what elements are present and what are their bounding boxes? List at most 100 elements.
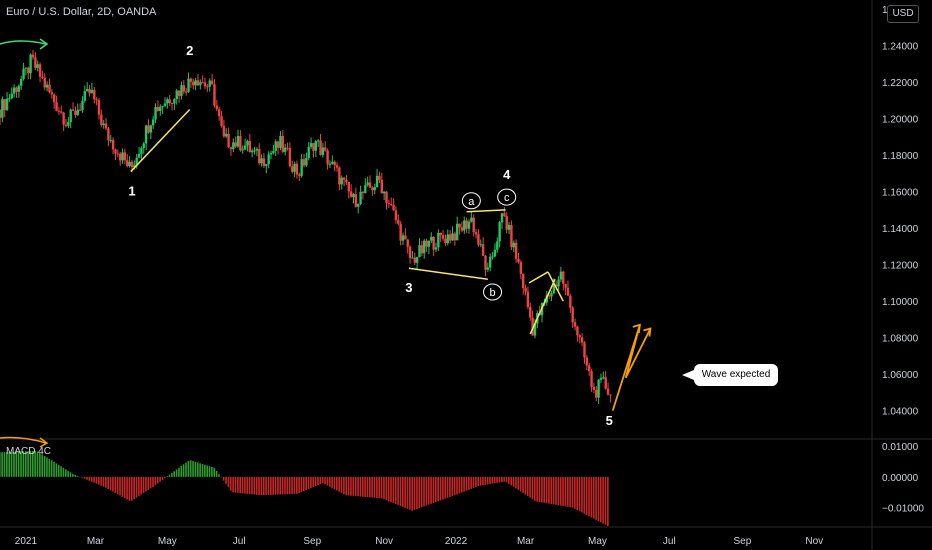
candle-body (184, 91, 188, 93)
candle-body (156, 106, 160, 112)
candle-body (604, 377, 607, 389)
trendline (466, 209, 506, 213)
candle-body (265, 164, 268, 166)
macd-bar (425, 476, 428, 506)
macd-bar (239, 476, 241, 494)
macd-bar (213, 467, 216, 477)
macd-bar (46, 457, 48, 477)
macd-bar (128, 476, 131, 501)
candle-body (583, 342, 586, 358)
macd-bar (467, 476, 470, 490)
macd-bar (420, 476, 423, 508)
macd-bar (449, 476, 451, 497)
macd-bar (253, 476, 256, 495)
macd-bar (126, 476, 128, 500)
macd-bar (359, 476, 362, 497)
candle-body (123, 152, 127, 161)
candle-body (55, 102, 58, 111)
candle-body (295, 163, 299, 175)
macd-bar (232, 476, 234, 493)
candle-body (269, 153, 273, 155)
time-tick-label: May (588, 536, 607, 547)
candle-body (279, 136, 282, 148)
macd-bar (107, 476, 110, 489)
macd-bar (15, 451, 18, 477)
candle-body (371, 187, 374, 191)
candle-body (142, 143, 145, 149)
candle-body (347, 182, 350, 192)
candle-body (53, 94, 56, 103)
macd-bar (446, 476, 449, 498)
macd-bar (406, 476, 409, 509)
candle-body (67, 122, 70, 126)
macd-bar (352, 476, 355, 496)
candle-body (69, 109, 72, 123)
candle-body (128, 161, 131, 167)
candle-body (439, 233, 442, 236)
candle-body (399, 223, 402, 241)
macd-bar (39, 452, 41, 477)
candle-body (456, 223, 459, 241)
macd-bar (522, 476, 524, 493)
macd-bar (130, 476, 133, 501)
macd-bar (595, 476, 597, 520)
macd-bar (43, 455, 46, 477)
macd-bar (206, 465, 208, 477)
candle-body (451, 233, 454, 241)
macd-bar (286, 476, 289, 495)
candle-body (432, 236, 435, 250)
candle-body (298, 174, 301, 176)
macd-bar (64, 469, 67, 477)
candle-body (220, 116, 223, 126)
candle-body (479, 244, 482, 246)
currency-selector[interactable]: USD (887, 5, 919, 23)
candle-body (255, 148, 259, 151)
macd-bar (201, 463, 204, 477)
macd-bar (171, 473, 173, 477)
candle-body (236, 135, 240, 147)
macd-bar (81, 476, 84, 478)
macd-bar (24, 451, 27, 477)
candle-body (314, 141, 318, 151)
candle-body (8, 98, 11, 100)
macd-bar (284, 476, 286, 495)
macd-bar (0, 452, 1, 477)
macd-bar (380, 476, 383, 499)
candle-body (60, 111, 63, 113)
macd-bar (109, 476, 112, 491)
time-tick-label: Jul (233, 536, 246, 547)
macd-bar (62, 467, 65, 477)
candle-body (102, 123, 105, 125)
macd-bar (100, 476, 102, 486)
macd-bar (246, 476, 249, 494)
candle-body (333, 161, 336, 166)
candle-body (302, 159, 306, 166)
macd-bar (135, 476, 138, 498)
candle-body (387, 202, 391, 204)
candle-body (477, 234, 480, 245)
macd-bar (166, 476, 168, 477)
candle-body (29, 54, 32, 74)
candle-body (173, 99, 176, 104)
momentum-arrowhead (39, 38, 49, 50)
macd-bar (138, 476, 140, 497)
macd-bar (229, 476, 232, 491)
candle-body (104, 123, 108, 129)
candle-body (550, 293, 553, 297)
candle-body (126, 160, 129, 167)
macd-bar (95, 476, 98, 484)
macd-bar (437, 476, 439, 502)
macd-bar (112, 476, 114, 492)
candle-body (210, 80, 214, 85)
macd-bar (326, 476, 329, 486)
macd-bar (559, 476, 562, 506)
wave-label: 3 (405, 280, 412, 295)
candle-body (458, 223, 461, 228)
macd-bar (270, 476, 272, 495)
macd-bar (1, 452, 3, 477)
candle-body (215, 105, 219, 110)
candle-body (519, 262, 523, 274)
macd-bar (427, 476, 430, 505)
macd-bar (189, 460, 192, 477)
candle-body (437, 233, 440, 248)
